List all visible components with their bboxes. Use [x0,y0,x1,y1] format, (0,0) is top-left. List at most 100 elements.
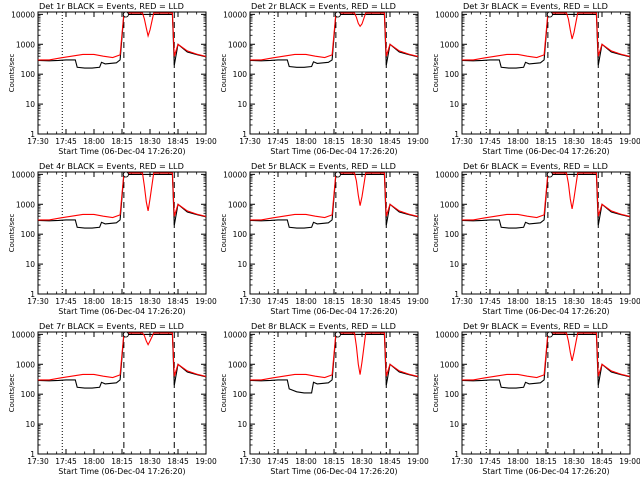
saturation-marker [546,11,553,18]
x-axis-label: Start Time (06-Dec-04 17:26:20) [482,147,609,156]
x-tick-label: 18:00 [83,137,105,146]
chart-panel: Det 4r BLACK = Events, RED = LLD 1 10 100 10… [8,161,217,316]
x-axis-label: Start Time (06-Dec-04 17:26:20) [58,307,185,316]
x-tick-label: 18:00 [507,457,529,466]
x-tick-label: 18:45 [379,297,401,306]
x-tick-label: 17:45 [267,457,289,466]
x-tick-label: 19:00 [619,457,640,466]
y-axis-label: Counts/sec [8,374,16,413]
x-tick-label: 18:00 [507,137,529,146]
x-axis-label: Start Time (06-Dec-04 17:26:20) [482,467,609,476]
x-tick-label: 18:30 [351,137,373,146]
lld-series-line [462,12,630,61]
y-tick-label: 10 [25,260,35,269]
x-tick-label: 18:00 [83,297,105,306]
y-tick-label: 1000 [16,360,35,369]
x-tick-label: 18:30 [351,457,373,466]
y-tick-label: 10000 [223,10,247,19]
y-tick-label: 10000 [223,170,247,179]
x-tick-label: 17:30 [239,457,261,466]
saturation-marker [122,331,129,338]
x-tick-label: 18:45 [167,457,189,466]
chart-title: Det 2r BLACK = Events, RED = LLD [251,1,396,11]
chart-title: Det 3r BLACK = Events, RED = LLD [463,1,608,11]
events-series-line [462,333,630,389]
y-axis-label: Counts/sec [432,54,440,93]
y-tick-label: 10000 [11,170,35,179]
y-tick-label: 1 [30,130,35,139]
events-series-line [38,173,206,229]
x-tick-label: 19:00 [195,457,217,466]
x-tick-label: 19:00 [619,137,640,146]
x-tick-label: 18:00 [83,457,105,466]
events-series-line [462,173,630,229]
x-tick-label: 18:45 [591,137,613,146]
x-tick-label: 17:45 [479,297,501,306]
saturation-marker [546,331,553,338]
y-tick-label: 1 [454,290,459,299]
x-tick-label: 18:15 [323,297,345,306]
chart-panel: Det 7r BLACK = Events, RED = LLD 1 10 100 10… [8,321,217,476]
saturation-marker [122,171,129,178]
y-tick-label: 10 [449,420,459,429]
y-tick-label: 10 [25,420,35,429]
y-tick-label: 1000 [228,360,247,369]
x-tick-label: 18:45 [591,297,613,306]
chart-title: Det 4r BLACK = Events, RED = LLD [39,161,184,171]
x-tick-label: 17:45 [267,297,289,306]
y-axis-label: Counts/sec [220,54,228,93]
y-tick-label: 10000 [11,10,35,19]
y-axis-label: Counts/sec [220,374,228,413]
x-tick-label: 17:30 [239,137,261,146]
x-tick-label: 17:45 [479,137,501,146]
y-tick-label: 1 [242,290,247,299]
x-tick-label: 18:00 [507,297,529,306]
lld-series-line [250,172,418,221]
y-tick-label: 10000 [11,330,35,339]
x-tick-label: 19:00 [407,457,429,466]
y-tick-label: 1000 [440,360,459,369]
chart-panel: Det 9r BLACK = Events, RED = LLD 1 10 100 10… [432,321,640,476]
lld-series-line [462,332,630,381]
saturation-marker [334,11,341,18]
x-tick-label: 17:30 [27,137,49,146]
x-tick-label: 19:00 [407,137,429,146]
saturation-marker [334,331,341,338]
y-axis-label: Counts/sec [432,374,440,413]
x-axis-label: Start Time (06-Dec-04 17:26:20) [270,147,397,156]
y-tick-label: 1 [30,290,35,299]
x-tick-label: 19:00 [195,297,217,306]
x-tick-label: 17:30 [451,297,473,306]
y-tick-label: 1000 [440,200,459,209]
x-tick-label: 18:30 [139,137,161,146]
y-tick-label: 10 [25,100,35,109]
x-tick-label: 18:45 [379,457,401,466]
lld-series-line [462,172,630,221]
y-tick-label: 10000 [435,330,459,339]
lld-series-line [250,12,418,61]
y-tick-label: 10000 [223,330,247,339]
events-series-line [38,13,206,69]
x-tick-label: 18:30 [563,457,585,466]
y-tick-label: 10 [237,260,247,269]
y-tick-label: 10 [449,100,459,109]
x-tick-label: 17:45 [55,297,77,306]
x-tick-label: 19:00 [407,297,429,306]
y-tick-label: 100 [233,230,248,239]
x-tick-label: 17:30 [451,457,473,466]
y-tick-label: 1 [242,130,247,139]
lld-series-line [38,12,206,61]
x-tick-label: 18:15 [323,137,345,146]
x-tick-label: 18:00 [295,137,317,146]
lld-series-line [38,172,206,221]
x-tick-label: 18:45 [167,297,189,306]
y-tick-label: 1 [454,130,459,139]
y-tick-label: 100 [445,70,460,79]
x-tick-label: 18:45 [591,457,613,466]
x-tick-label: 18:30 [563,297,585,306]
x-tick-label: 17:30 [239,297,261,306]
x-tick-label: 17:45 [267,137,289,146]
y-axis-label: Counts/sec [8,214,16,253]
x-axis-label: Start Time (06-Dec-04 17:26:20) [58,147,185,156]
